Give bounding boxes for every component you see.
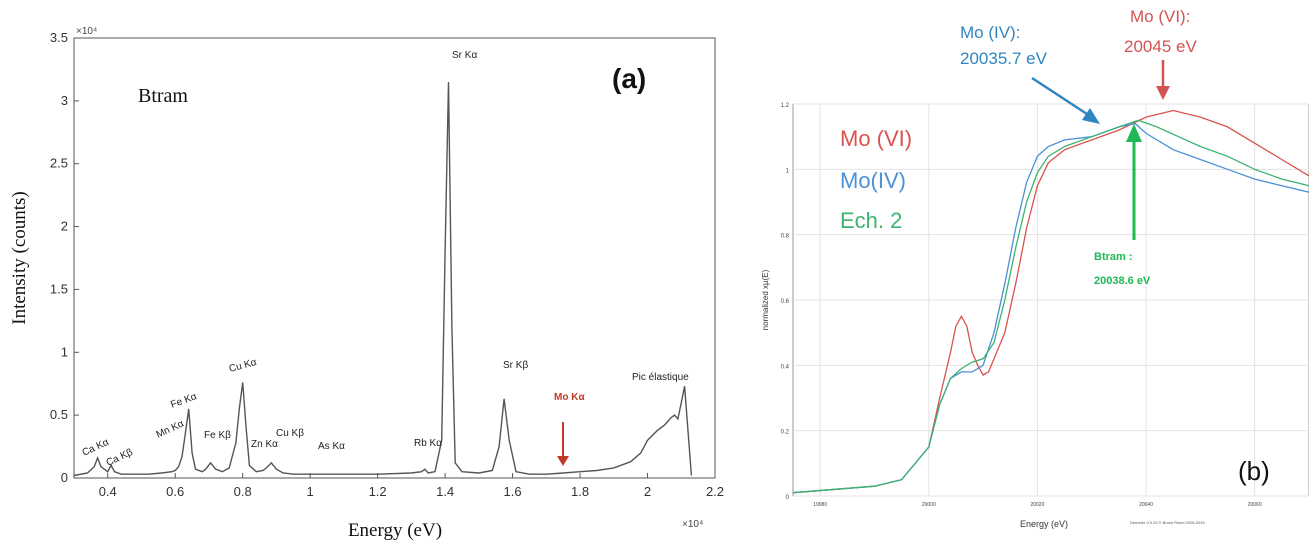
panel-a-y-multiplier: ×10⁴	[76, 26, 97, 37]
panel-b-x-tick-label: 20060	[1248, 502, 1262, 508]
panel-a-x-tick-label: 1.2	[369, 484, 387, 499]
legend-ech-2: Ech. 2	[840, 208, 902, 233]
panel-a-x-tick-label: 1	[307, 484, 314, 499]
panel-a-x-axis-label: Energy (eV)	[348, 520, 442, 541]
panel-a-y-tick-label: 1	[61, 344, 68, 359]
panel-b-y-tick-label: 0	[786, 495, 790, 501]
annotation-mo-iv-value: 20035.7 eV	[960, 49, 1048, 68]
peak-label-mn-ka: Mn Kα	[155, 418, 186, 440]
peak-label-zn-ka: Zn Kα	[251, 439, 278, 450]
panel-a-y-tick-label: 3.5	[50, 30, 68, 45]
panel-b-legend: Mo (VI) Mo(IV) Ech. 2	[840, 126, 912, 233]
peak-label-ca-kb: Ca Kβ	[105, 447, 135, 469]
panel-b-grid	[793, 103, 1309, 497]
panel-b-y-tick-label: 0.6	[781, 299, 790, 305]
panel-a-sample-label: Btram	[138, 85, 188, 107]
peak-label-as-ka: As Kα	[318, 441, 345, 452]
panel-b-label: (b)	[1238, 456, 1270, 486]
annotation-btram: Btram : 20038.6 eV	[1094, 124, 1151, 287]
peak-label-mo-ka: Mo Kα	[554, 392, 585, 403]
annotation-mo-vi-title: Mo (VI):	[1130, 7, 1190, 26]
annotation-mo-vi: Mo (VI): 20045 eV	[1124, 7, 1197, 100]
panel-b-y-tick-label: 1.2	[781, 103, 790, 109]
peak-label-ca-ka: Ca Kα	[81, 437, 111, 459]
panel-b-y-axis-label: normalized xµ(E)	[761, 269, 770, 330]
panel-b-line-ech-2	[792, 119, 1309, 494]
peak-label-fe-ka: Fe Kα	[169, 391, 198, 411]
mo-ka-arrow	[557, 422, 569, 466]
panel-b-x-tick-label: 19980	[813, 502, 827, 508]
peak-label-fe-kb: Fe Kβ	[204, 430, 231, 441]
panel-b-footer-note: Demeter 0.9.24 © Bruce Ravel 2006-2015	[1130, 520, 1206, 525]
legend-mo-iv: Mo(IV)	[840, 168, 906, 193]
panel-b-series	[792, 109, 1309, 494]
panel-a-x-tick-label: 1.8	[571, 484, 589, 499]
annotation-mo-iv: Mo (IV): 20035.7 eV	[960, 23, 1100, 124]
panel-a-x-multiplier: ×10⁴	[682, 519, 703, 530]
panel-b-xanes: 0 0.2 0.4 0.6 0.8 1 1.2 19980 20000 20020 20040 20…	[761, 7, 1309, 529]
panel-a-x-tick-label: 2	[644, 484, 651, 499]
panel-b-y-tick-label: 1	[786, 168, 790, 174]
panel-a-label: (a)	[612, 63, 646, 94]
peak-label-rb-ka: Rb Kα	[414, 438, 442, 449]
panel-a-y-tick-label: 2.5	[50, 156, 68, 171]
panel-b-x-tick-label: 20040	[1139, 502, 1153, 508]
panel-a-x-tick-label: 1.6	[504, 484, 522, 499]
panel-a-x-tick-label: 0.4	[99, 484, 117, 499]
panel-a-y-tick-label: 2	[61, 219, 68, 234]
panel-a-spectrum-line	[73, 81, 693, 477]
panel-a-y-axis-label: Intensity (counts)	[9, 191, 30, 325]
panel-a-x-tick-label: 2.2	[706, 484, 724, 499]
panel-b-y-ticks: 0 0.2 0.4 0.6 0.8 1 1.2	[781, 103, 790, 501]
panel-a-plot-frame	[73, 37, 716, 479]
panel-b-y-tick-label: 0.2	[781, 430, 790, 436]
annotation-btram-title: Btram :	[1094, 251, 1133, 263]
panel-b-y-tick-label: 0.4	[781, 364, 790, 370]
panel-a-y-tick-label: 1.5	[50, 281, 68, 296]
panel-a-xrf-spectrum: 0 0.5 1 1.5 2 2.5 3 3.5 0.4 0.6 0.8 1 1.2 1.4 1.6 1.8 2…	[9, 26, 724, 541]
panel-b-x-ticks: 19980 20000 20020 20040 20060	[813, 502, 1262, 508]
panel-b-x-axis-label: Energy (eV)	[1020, 519, 1068, 529]
panel-a-x-tick-label: 0.8	[234, 484, 252, 499]
peak-label-sr-ka: Sr Kα	[452, 50, 477, 61]
panel-b-line-mo-vi	[792, 109, 1309, 494]
annotation-mo-iv-title: Mo (IV):	[960, 23, 1020, 42]
annotation-btram-value: 20038.6 eV	[1094, 275, 1151, 287]
panel-a-x-tick-label: 0.6	[166, 484, 184, 499]
legend-mo-vi: Mo (VI)	[840, 126, 912, 151]
panel-b-x-tick-label: 20000	[922, 502, 936, 508]
panel-a-y-tick-label: 3	[61, 93, 68, 108]
panel-a-y-ticks: 0 0.5 1 1.5 2 2.5 3 3.5	[50, 30, 79, 485]
peak-label-pic-elastique: Pic élastique	[632, 372, 689, 383]
peak-label-cu-ka: Cu Kα	[228, 357, 258, 375]
panel-b-x-tick-label: 20020	[1030, 502, 1044, 508]
panel-b-y-tick-label: 0.8	[781, 234, 790, 240]
peak-label-cu-kb: Cu Kβ	[276, 428, 304, 439]
panel-a-x-tick-label: 1.4	[436, 484, 454, 499]
annotation-mo-vi-value: 20045 eV	[1124, 37, 1197, 56]
panel-a-x-ticks: 0.4 0.6 0.8 1 1.2 1.4 1.6 1.8 2 2.2	[99, 473, 724, 499]
peak-label-sr-kb: Sr Kβ	[503, 360, 528, 371]
panel-a-y-tick-label: 0.5	[50, 407, 68, 422]
panel-a-y-tick-label: 0	[61, 470, 68, 485]
